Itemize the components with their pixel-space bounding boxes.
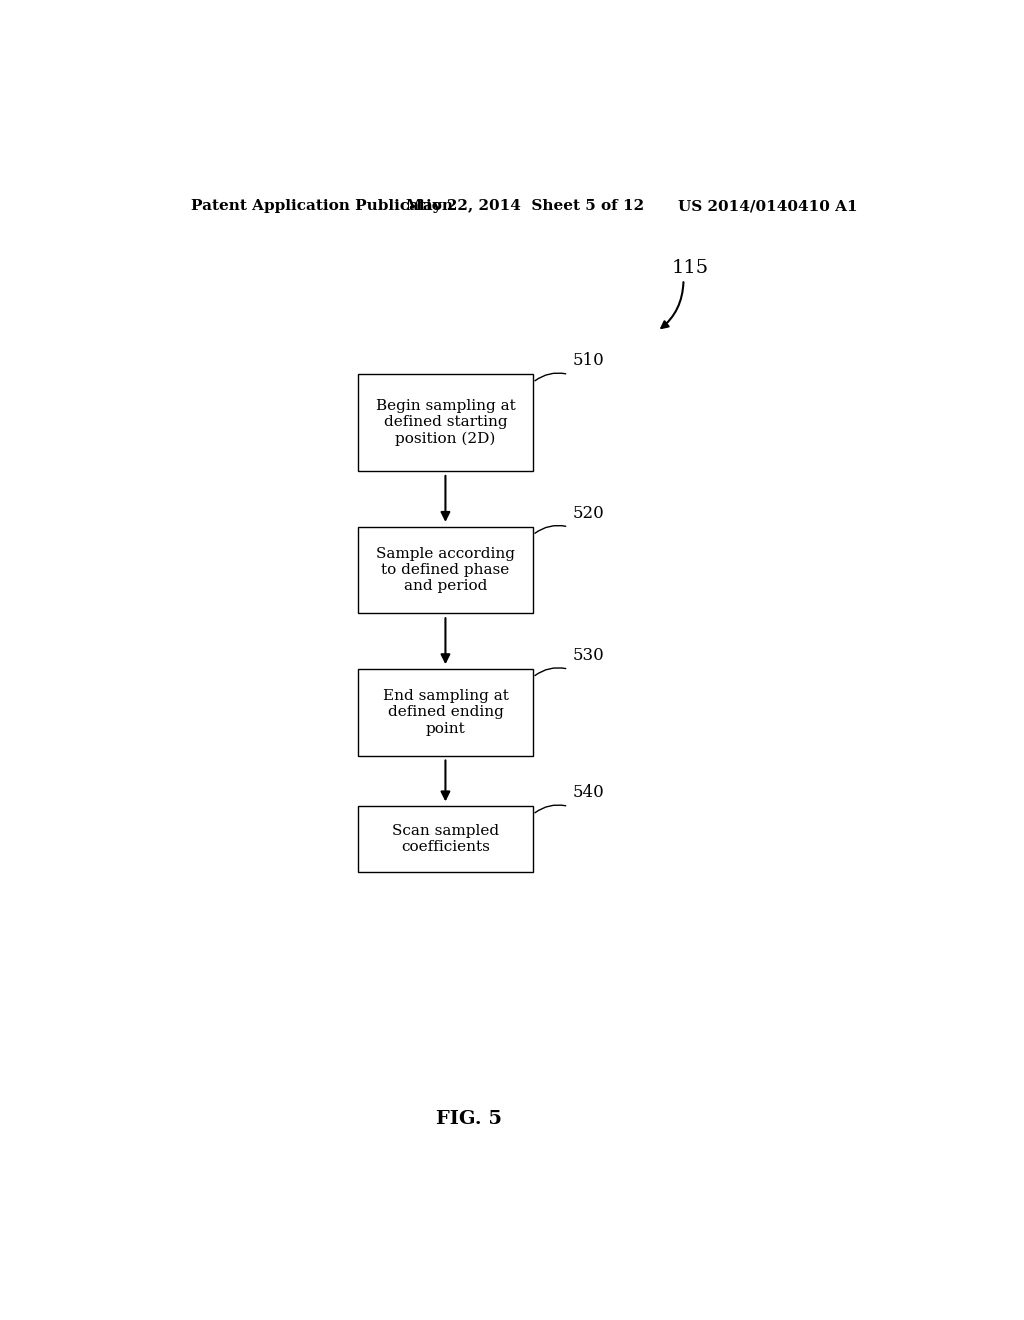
- Text: 530: 530: [572, 647, 604, 664]
- FancyBboxPatch shape: [358, 527, 532, 614]
- Text: 510: 510: [572, 352, 604, 370]
- Text: 115: 115: [672, 259, 709, 277]
- Text: Patent Application Publication: Patent Application Publication: [191, 199, 454, 213]
- Text: 520: 520: [572, 504, 604, 521]
- Text: FIG. 5: FIG. 5: [436, 1110, 502, 1127]
- FancyBboxPatch shape: [358, 669, 532, 755]
- FancyBboxPatch shape: [358, 375, 532, 471]
- FancyBboxPatch shape: [358, 807, 532, 873]
- Text: Scan sampled
coefficients: Scan sampled coefficients: [392, 824, 499, 854]
- Text: US 2014/0140410 A1: US 2014/0140410 A1: [679, 199, 858, 213]
- Text: Sample according
to defined phase
and period: Sample according to defined phase and pe…: [376, 546, 515, 593]
- Text: Begin sampling at
defined starting
position (2D): Begin sampling at defined starting posit…: [376, 399, 515, 446]
- Text: May 22, 2014  Sheet 5 of 12: May 22, 2014 Sheet 5 of 12: [406, 199, 644, 213]
- Text: End sampling at
defined ending
point: End sampling at defined ending point: [383, 689, 508, 735]
- Text: 540: 540: [572, 784, 604, 801]
